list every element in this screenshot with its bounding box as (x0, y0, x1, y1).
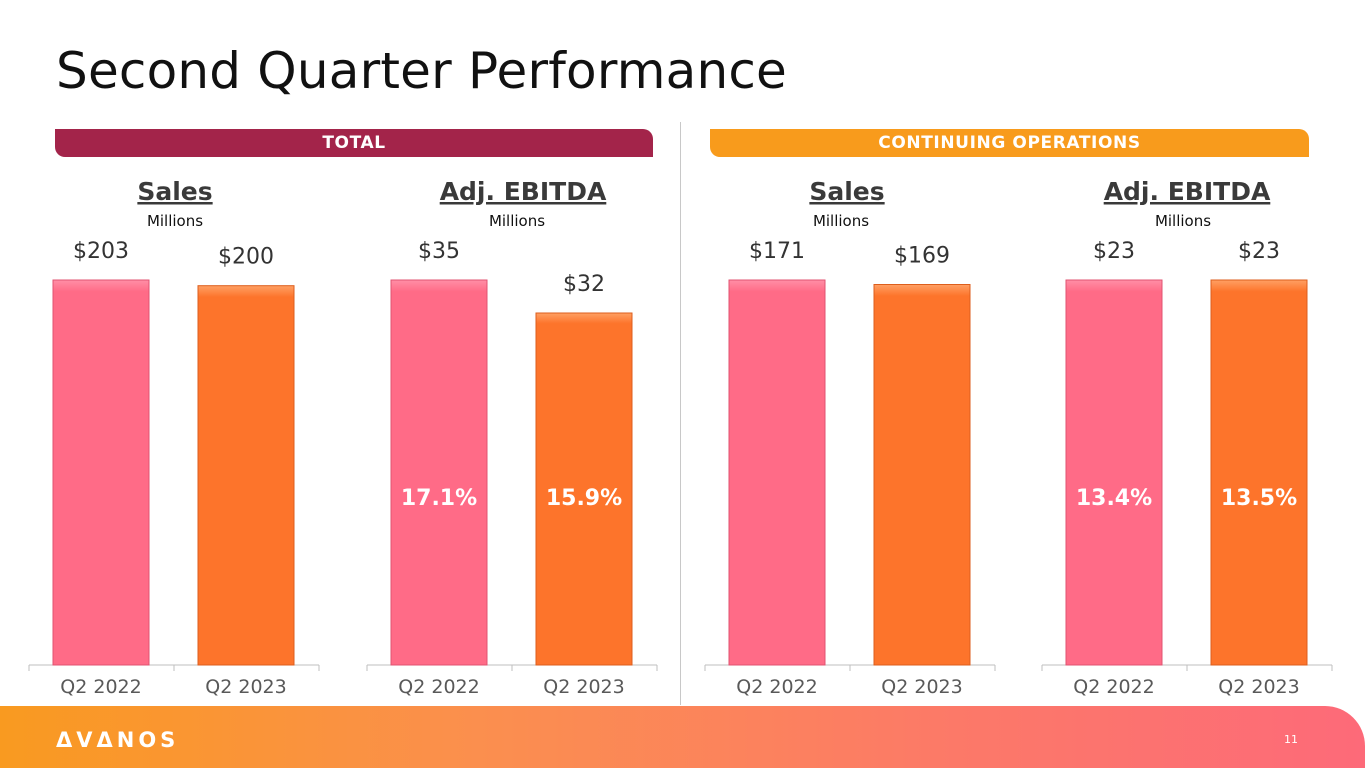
bar-3-1 (1210, 279, 1308, 666)
x-tick-label-1-1: Q2 2023 (543, 676, 624, 698)
page-number: 11 (1284, 733, 1298, 746)
bar-2-0 (728, 279, 826, 666)
margin-label-3-1: 13.5% (1221, 486, 1297, 511)
bar-1-1 (535, 312, 633, 666)
chart-title-3: Adj. EBITDA (1104, 177, 1271, 206)
continuing-banner-label: CONTINUING OPERATIONS (878, 133, 1141, 153)
charts-canvas: Sales Millions $203 Q2 2022 $200 Q2 2023 Adj. … (28, 177, 1333, 698)
section-divider (680, 122, 681, 705)
chart-subtitle-2: Millions (813, 212, 869, 230)
value-label-0-0: $203 (73, 239, 129, 264)
margin-label-1-1: 15.9% (546, 486, 622, 511)
bar-1-0 (390, 279, 488, 666)
value-label-3-1: $23 (1238, 239, 1280, 264)
x-tick-label-0-1: Q2 2023 (205, 676, 286, 698)
total-banner: TOTAL (55, 129, 653, 157)
chart-title-1: Adj. EBITDA (440, 177, 607, 206)
bar-2-1 (873, 284, 971, 666)
avanos-logo: ΔVΔNOS (56, 728, 180, 752)
bar-3-0 (1065, 279, 1163, 666)
chart-title-2: Sales (809, 177, 884, 206)
footer-bar (0, 706, 1365, 768)
continuing-operations-banner: CONTINUING OPERATIONS (710, 129, 1309, 157)
bar-0-0 (52, 279, 150, 666)
page-title: Second Quarter Performance (56, 42, 788, 100)
x-tick-label-3-0: Q2 2022 (1073, 676, 1154, 698)
x-tick-label-2-0: Q2 2022 (736, 676, 817, 698)
x-tick-label-3-1: Q2 2023 (1218, 676, 1299, 698)
chart-subtitle-3: Millions (1155, 212, 1211, 230)
x-tick-label-0-0: Q2 2022 (60, 676, 141, 698)
value-label-1-0: $35 (418, 239, 460, 264)
value-label-2-0: $171 (749, 239, 805, 264)
margin-label-3-0: 13.4% (1076, 486, 1152, 511)
total-banner-label: TOTAL (322, 133, 386, 153)
chart-subtitle-1: Millions (489, 212, 545, 230)
x-tick-label-2-1: Q2 2023 (881, 676, 962, 698)
value-label-3-0: $23 (1093, 239, 1135, 264)
margin-label-1-0: 17.1% (401, 486, 477, 511)
x-tick-label-1-0: Q2 2022 (398, 676, 479, 698)
value-label-2-1: $169 (894, 244, 950, 269)
chart-subtitle-0: Millions (147, 212, 203, 230)
value-label-0-1: $200 (218, 245, 274, 270)
value-label-1-1: $32 (563, 272, 605, 297)
bar-0-1 (197, 285, 295, 666)
chart-title-0: Sales (137, 177, 212, 206)
